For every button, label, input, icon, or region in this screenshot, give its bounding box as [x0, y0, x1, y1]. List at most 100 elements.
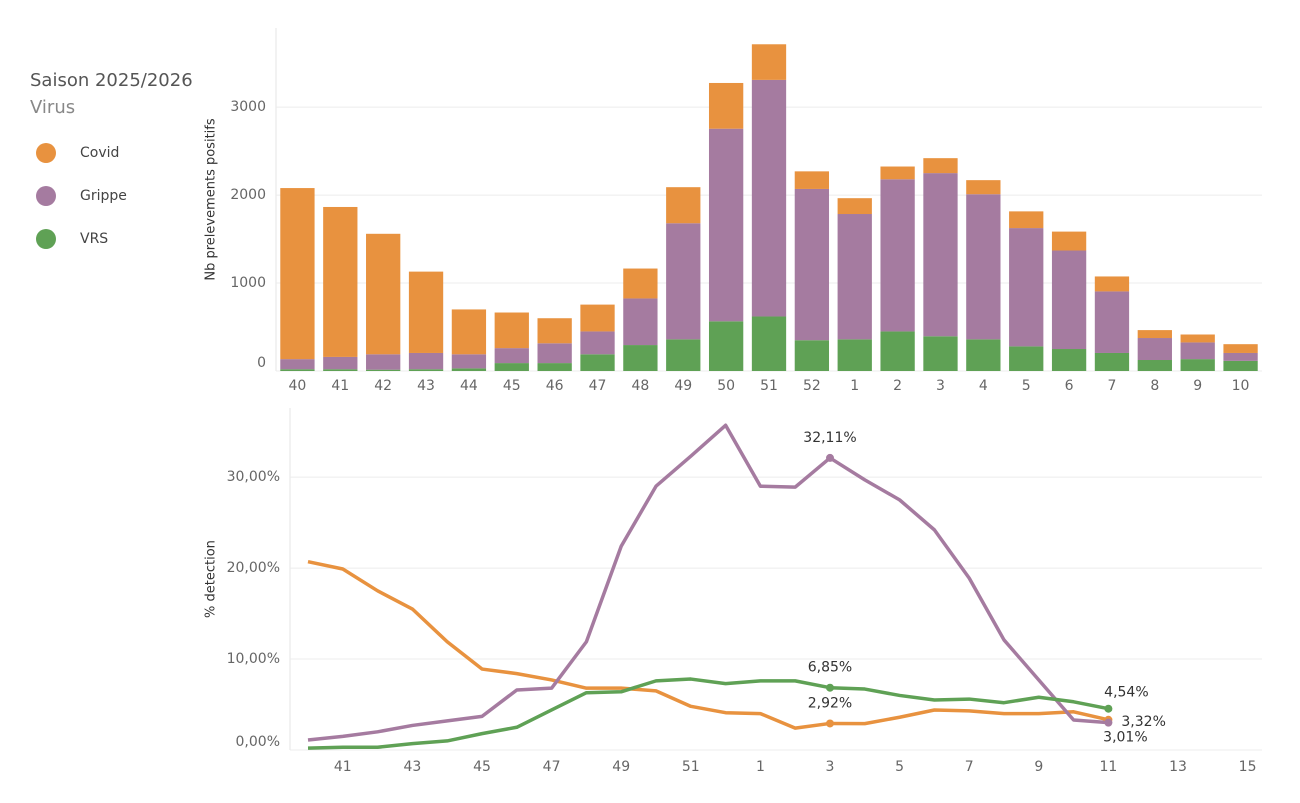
x-tick-label: 7	[1107, 378, 1116, 394]
bar-segment	[1051, 231, 1087, 251]
bar-segment	[1223, 352, 1258, 361]
line-series	[307, 560, 1109, 730]
x-tick-label: 45	[473, 759, 491, 775]
x-tick-label: 3	[826, 759, 835, 775]
bar-segment	[880, 331, 915, 371]
bar-segment	[666, 223, 701, 340]
bar-segment	[494, 363, 529, 371]
legend-label: VRS	[80, 231, 108, 247]
bar-segment	[794, 188, 830, 341]
legend-subtitle: Virus	[30, 97, 75, 118]
bar-segment	[966, 180, 1001, 195]
x-tick-label: 41	[334, 759, 352, 775]
x-tick-label: 52	[803, 378, 821, 394]
y-tick-label: 20,00%	[227, 560, 280, 576]
legend-swatch	[36, 186, 56, 206]
x-tick-label: 50	[717, 378, 735, 394]
value-label: 2,92%	[808, 695, 852, 711]
x-tick-label: 47	[543, 759, 561, 775]
bar-segment	[1180, 359, 1215, 371]
bar-segment	[323, 356, 358, 370]
x-tick-label: 42	[374, 378, 392, 394]
y-axis-title: % detection	[204, 540, 219, 618]
bar-segment	[1051, 349, 1087, 371]
bar-segment	[1009, 228, 1044, 347]
bar-segment	[923, 158, 958, 174]
line-series	[307, 677, 1109, 750]
bar-segment	[580, 304, 615, 332]
bar-segment	[880, 179, 915, 332]
x-tick-label: 49	[612, 759, 630, 775]
legend-swatch	[36, 143, 56, 163]
x-tick-label: 49	[674, 378, 692, 394]
bar-segment	[537, 318, 572, 344]
bar-segment	[794, 340, 830, 371]
bar-segment	[366, 233, 401, 355]
bar-segment	[280, 369, 315, 371]
bar-segment	[1180, 334, 1215, 343]
bar-segment	[708, 82, 744, 129]
bar-segment	[923, 336, 958, 371]
bar-segment	[280, 188, 315, 360]
x-tick-label: 3	[936, 378, 945, 394]
point	[826, 683, 834, 692]
x-tick-label: 48	[631, 378, 649, 394]
bar-segment	[408, 352, 444, 370]
y-tick-label: 10,00%	[227, 651, 280, 667]
bar-segment	[623, 345, 658, 371]
x-tick-label: 51	[760, 378, 778, 394]
bar-segment	[1223, 360, 1258, 371]
bar-segment	[1009, 211, 1044, 229]
point	[826, 719, 834, 728]
bar-segment	[451, 309, 487, 355]
point	[1104, 718, 1113, 727]
bar-segment	[494, 348, 529, 364]
bar-segment	[537, 363, 572, 371]
bar-segment	[751, 316, 787, 371]
bar-segment	[280, 359, 315, 370]
bar-segment	[966, 194, 1001, 340]
bar-segment	[751, 79, 787, 317]
value-label: 6,85%	[808, 660, 852, 676]
x-tick-label: 41	[331, 378, 349, 394]
bar-segment	[666, 339, 701, 371]
bar-segment	[451, 354, 487, 369]
x-tick-label: 47	[589, 378, 607, 394]
bar-segment	[1051, 250, 1087, 350]
x-tick-label: 11	[1099, 759, 1117, 775]
x-tick-label: 13	[1169, 759, 1187, 775]
legend-label: Covid	[80, 145, 119, 161]
bar-segment	[1137, 330, 1172, 339]
bar-segment	[708, 321, 744, 371]
bar-segment	[880, 166, 915, 180]
value-label: 32,11%	[803, 430, 856, 446]
bar-segment	[623, 268, 658, 299]
bar-segment	[494, 312, 529, 349]
x-tick-label: 4	[979, 378, 988, 394]
x-tick-label: 8	[1150, 378, 1159, 394]
y-tick-label: 2000	[230, 187, 266, 203]
bar-segment	[580, 331, 615, 355]
value-label: 4,54%	[1104, 685, 1148, 701]
y-tick-label: 0	[257, 355, 266, 371]
x-tick-label: 15	[1239, 759, 1257, 775]
x-tick-label: 1	[850, 378, 859, 394]
x-tick-label: 10	[1232, 378, 1250, 394]
bar-segment	[1094, 291, 1130, 353]
bar-segment	[1137, 338, 1172, 361]
x-tick-label: 43	[403, 759, 421, 775]
bar-segment	[966, 339, 1001, 371]
bar-segment	[666, 187, 701, 224]
x-tick-label: 1	[756, 759, 765, 775]
x-tick-label: 9	[1034, 759, 1043, 775]
x-tick-label: 2	[893, 378, 902, 394]
point	[1104, 704, 1113, 713]
bar-segment	[580, 354, 615, 371]
x-tick-label: 6	[1065, 378, 1074, 394]
y-tick-label: 3000	[230, 99, 266, 115]
bar-segment	[408, 369, 444, 371]
x-tick-label: 5	[1022, 378, 1031, 394]
legend-label: Grippe	[80, 188, 127, 204]
